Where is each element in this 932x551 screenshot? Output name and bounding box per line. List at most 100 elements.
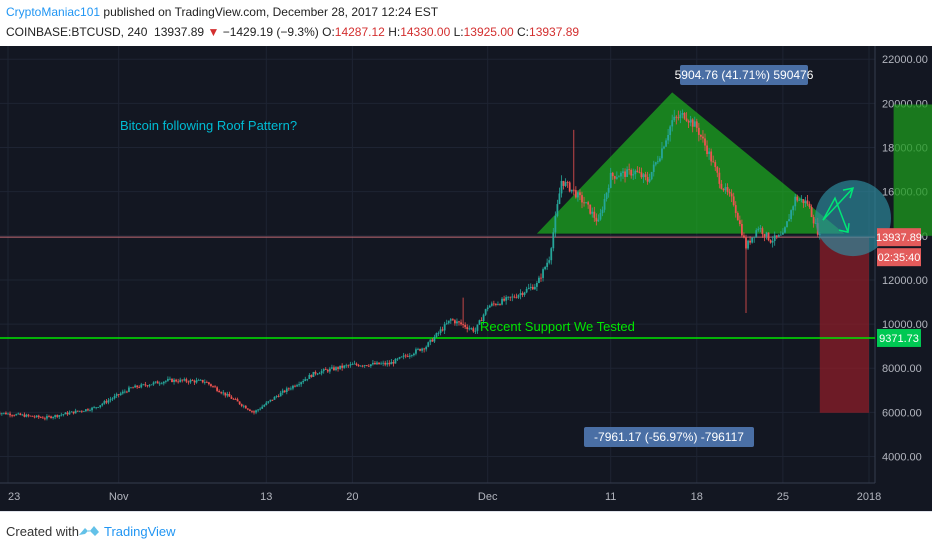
candle bbox=[339, 365, 341, 370]
candle bbox=[468, 325, 471, 331]
candle bbox=[66, 411, 69, 416]
candle-body bbox=[732, 196, 735, 206]
created-with-text: Created with bbox=[6, 524, 79, 539]
tradingview-link[interactable]: TradingView bbox=[104, 524, 176, 539]
candle-body bbox=[595, 217, 598, 222]
candle bbox=[111, 397, 114, 401]
measure-label-bg bbox=[680, 65, 808, 85]
candle-body bbox=[675, 116, 678, 118]
candle bbox=[425, 345, 428, 352]
candle-body bbox=[367, 365, 370, 367]
candle-body bbox=[302, 380, 305, 383]
support-price-tag: 9371.73 bbox=[877, 328, 921, 347]
candle bbox=[802, 199, 805, 208]
candle-body bbox=[765, 232, 768, 237]
candle-body bbox=[308, 374, 311, 379]
candle-body bbox=[585, 202, 587, 204]
candle-body bbox=[720, 183, 723, 189]
candle bbox=[804, 196, 807, 207]
candle-body bbox=[460, 322, 462, 325]
candle-body bbox=[265, 402, 268, 406]
candle-body bbox=[591, 211, 594, 214]
candle bbox=[529, 283, 532, 291]
candle-body bbox=[70, 411, 73, 413]
candle-body bbox=[642, 174, 645, 178]
candle bbox=[591, 207, 594, 218]
candle-body bbox=[341, 365, 344, 368]
candle-body bbox=[810, 206, 813, 218]
candle-body bbox=[722, 188, 725, 191]
candle-body bbox=[593, 211, 596, 218]
candle bbox=[495, 302, 497, 307]
candle bbox=[68, 410, 71, 415]
candle bbox=[628, 163, 631, 175]
candle bbox=[242, 404, 245, 409]
last-price-tag: 13937.89 bbox=[876, 228, 922, 247]
candle-body bbox=[138, 387, 141, 389]
candle bbox=[33, 415, 36, 419]
candle bbox=[85, 409, 87, 413]
candle-body bbox=[437, 332, 440, 334]
candle-body bbox=[82, 411, 85, 412]
candle-body bbox=[718, 172, 721, 184]
candle-body bbox=[236, 399, 239, 402]
candle-body bbox=[505, 297, 508, 301]
time-tick-label: 25 bbox=[777, 491, 789, 503]
candle bbox=[201, 379, 204, 384]
high-value: 14330.00 bbox=[400, 25, 451, 39]
candle-body bbox=[687, 120, 690, 123]
candle-body bbox=[525, 288, 528, 293]
candle-body bbox=[447, 320, 450, 324]
tradingview-logo-icon[interactable] bbox=[78, 523, 100, 539]
candle-body bbox=[181, 379, 184, 381]
candle-body bbox=[93, 407, 95, 409]
time-tick-label: 2018 bbox=[857, 491, 881, 503]
candle-body bbox=[331, 367, 333, 369]
time-axis[interactable]: 23Nov1320Dec111825201881522 bbox=[8, 491, 932, 503]
candle-body bbox=[695, 121, 698, 128]
candle-body bbox=[9, 413, 11, 416]
candle-body bbox=[62, 414, 65, 416]
candle-body bbox=[445, 323, 448, 325]
candle-body bbox=[589, 204, 592, 214]
author-link[interactable]: CryptoManiac101 bbox=[6, 5, 101, 19]
candle-body bbox=[726, 187, 729, 192]
candle-body bbox=[72, 411, 75, 414]
candle bbox=[308, 373, 311, 379]
candle bbox=[531, 284, 534, 290]
candle bbox=[538, 275, 540, 284]
candle-body bbox=[357, 364, 360, 367]
candle-body bbox=[54, 415, 57, 418]
candle-body bbox=[745, 237, 747, 249]
candle bbox=[681, 109, 684, 119]
candle bbox=[536, 280, 538, 292]
candle bbox=[37, 414, 40, 420]
price-chart[interactable]: 4000.006000.008000.0010000.0012000.00140… bbox=[0, 46, 932, 511]
candle-body bbox=[454, 320, 456, 324]
symbol-line: COINBASE:BTCUSD, 240 13937.89 ▼ −1429.19… bbox=[6, 25, 579, 39]
candle bbox=[275, 395, 278, 399]
candle-body bbox=[540, 277, 542, 279]
candle bbox=[782, 228, 784, 235]
candle bbox=[773, 231, 776, 246]
low-value: 13925.00 bbox=[463, 25, 514, 39]
projection-arrow-down bbox=[822, 196, 849, 233]
candle bbox=[238, 401, 241, 405]
candle bbox=[556, 199, 559, 218]
candle-body bbox=[601, 209, 604, 214]
close-label: C: bbox=[517, 25, 530, 39]
candle bbox=[579, 189, 581, 201]
candle-body bbox=[15, 414, 18, 416]
candle bbox=[499, 303, 501, 306]
candle bbox=[519, 289, 522, 300]
candle bbox=[771, 236, 774, 248]
candle bbox=[214, 385, 216, 388]
candle-body bbox=[665, 140, 667, 147]
candle bbox=[441, 326, 444, 332]
candle bbox=[29, 415, 32, 417]
candle bbox=[173, 378, 175, 385]
candle bbox=[751, 237, 754, 244]
candle bbox=[427, 341, 430, 348]
candle bbox=[484, 308, 487, 316]
arrowhead-up-icon bbox=[842, 187, 855, 199]
